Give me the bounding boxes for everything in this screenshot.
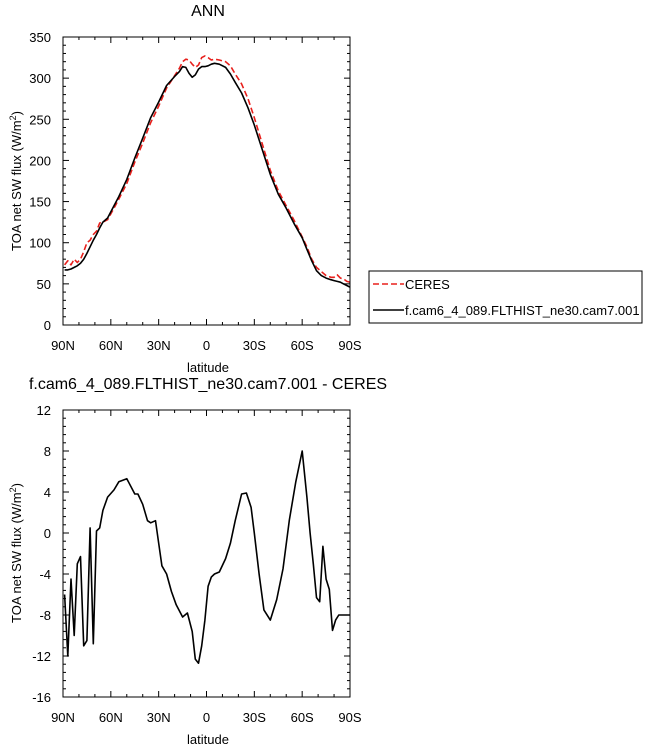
top-x-tick-label: 0 [203,338,210,353]
top-x-tick-label: 90S [338,338,361,353]
top-y-tick-label: 250 [29,112,51,127]
top-chart-frame [62,36,351,326]
top-y-tick-label: 0 [44,318,51,333]
bottom-x-tick-label: 90S [338,710,361,725]
top-y-tick-label: 200 [29,153,51,168]
legend-label-model: f.cam6_4_089.FLTHIST_ne30.cam7.001 [405,303,640,318]
top-series-line-1 [64,62,351,288]
top-x-tick-label: 60S [291,338,314,353]
top-x-tick-label: 30N [147,338,171,353]
bottom-chart-xlabel: latitude [187,732,229,747]
top-chart-title: ANN [191,3,225,20]
bottom-y-tick-label: 8 [44,444,51,459]
bottom-y-tick-label: -16 [32,690,51,705]
bottom-chart-ylabel: TOA net SW flux (W/m2) [8,483,24,623]
bottom-chart: f.cam6_4_089.FLTHIST_ne30.cam7.001 - CER… [8,376,387,747]
top-x-tick-label: 90N [51,338,75,353]
top-x-tick-label: 60N [99,338,123,353]
bottom-chart-title: f.cam6_4_089.FLTHIST_ne30.cam7.001 - CER… [29,376,387,393]
top-y-tick-label: 100 [29,236,51,251]
top-y-tick-label: 350 [29,30,51,45]
top-chart-ylabel: TOA net SW flux (W/m2) [8,111,24,251]
top-chart: ANN TOA net SW flux (W/m2) latitude 90N 6… [8,3,362,375]
bottom-x-tick-label: 30S [243,710,266,725]
bottom-x-tick-label: 0 [203,710,210,725]
top-y-tick-label: 300 [29,71,51,86]
legend-box [368,270,643,324]
top-x-tick-label: 30S [243,338,266,353]
bottom-series-line-0 [63,450,350,664]
top-chart-xlabel: latitude [187,360,229,375]
bottom-y-tick-label: 0 [44,526,51,541]
bottom-y-tick-label: -4 [39,567,51,582]
bottom-chart-plot-area: 90N 60N 30N 0 30S 60S 90S -16 -12 -8 -4 0 4 8 12 [32,403,362,725]
top-chart-plot-area: 90N 60N 30N 0 30S 60S 90S 0 50 100 150 200 250 300 350 [29,30,362,353]
bottom-y-tick-label: 4 [44,485,51,500]
bottom-y-tick-label: -8 [39,608,51,623]
top-y-tick-label: 150 [29,195,51,210]
bottom-x-tick-label: 30N [147,710,171,725]
bottom-x-tick-label: 60N [99,710,123,725]
top-y-tick-label: 50 [37,277,51,292]
bottom-chart-frame [62,409,351,698]
legend-label-ceres: CERES [405,277,450,292]
top-series-line-0 [63,55,351,283]
bottom-y-tick-label: 12 [37,403,51,418]
legend: CERES f.cam6_4_089.FLTHIST_ne30.cam7.001 [368,270,643,324]
bottom-x-tick-label: 90N [51,710,75,725]
bottom-x-tick-label: 60S [291,710,314,725]
bottom-y-tick-label: -12 [32,649,51,664]
